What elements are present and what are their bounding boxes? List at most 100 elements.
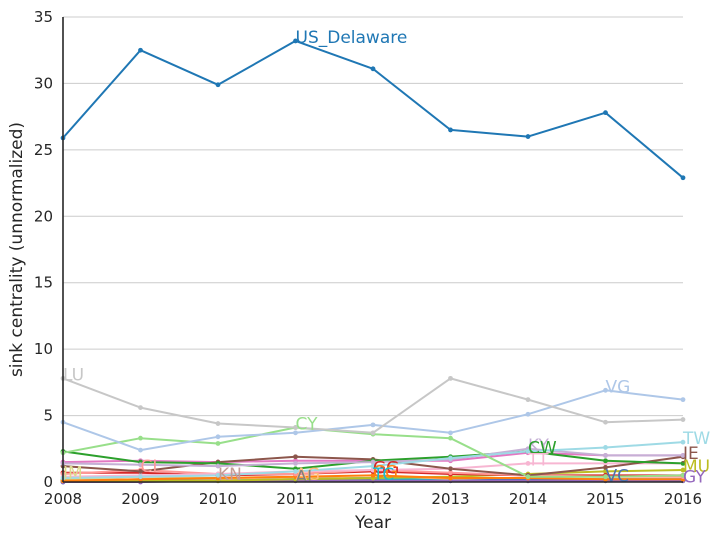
series-line-vg	[62, 389, 684, 452]
series-label-us-delaware: US_Delaware	[296, 28, 408, 48]
point-us-delaware-2015	[603, 110, 608, 116]
series-label-vg: VG	[606, 377, 631, 397]
point-lu-2013	[448, 375, 453, 381]
series-label-cg: CG	[373, 462, 398, 482]
tick-labels: 0 5 10 15 20 25 30 35 2008 2009 2010 2011 2012 2013 20…	[34, 8, 702, 508]
series-label-im: IM	[63, 464, 83, 484]
point-mu-2016	[680, 467, 686, 473]
x-tick-label-2009: 2009	[121, 490, 159, 508]
point-lu-2009	[138, 405, 143, 410]
y-tick-label-35: 35	[34, 8, 53, 26]
point-ci-2013	[448, 470, 453, 476]
y-tick-label-25: 25	[34, 141, 53, 159]
series-label-cw: CW	[528, 438, 557, 458]
series-label-ag: AG	[296, 465, 321, 485]
point-je-2015	[603, 464, 608, 470]
point-je-2013	[448, 466, 453, 472]
point-vg-2015	[603, 387, 608, 393]
y-tick-label-10: 10	[34, 340, 53, 358]
point-vg-2012	[370, 422, 376, 428]
point-us-delaware-2016	[680, 175, 686, 181]
x-tick-label-2016: 2016	[664, 490, 702, 508]
point-cw-2015	[603, 458, 608, 464]
point-ky-2015	[603, 453, 608, 458]
x-axis-title: Year	[354, 513, 391, 533]
series-label-ky: KY	[528, 436, 550, 456]
x-tick-label-2008: 2008	[44, 490, 82, 508]
point-tw-2009	[138, 474, 143, 480]
point-tw-2013	[448, 455, 453, 461]
point-ky-2009	[138, 462, 143, 468]
x-tick-label-2010: 2010	[199, 490, 237, 508]
point-ky-2016	[680, 453, 686, 458]
point-cy-2014	[525, 474, 531, 480]
point-tw-2012	[370, 463, 376, 469]
point-cy-2009	[138, 435, 143, 441]
y-tick-label-0: 0	[43, 473, 53, 491]
point-tt-2014	[525, 461, 531, 466]
x-tick-label-2014: 2014	[509, 490, 547, 508]
x-tick-label-2012: 2012	[354, 490, 392, 508]
series-label-mu: MU	[683, 457, 710, 477]
point-tw-2014	[525, 449, 531, 454]
point-tw-2015	[603, 445, 608, 450]
point-vg-2010	[215, 434, 221, 440]
point-lu-2015	[603, 419, 608, 425]
y-axis-title: sink centrality (unnormalized)	[7, 122, 27, 377]
point-tw-2016	[680, 439, 686, 445]
y-tick-label-30: 30	[34, 74, 53, 92]
point-cy-2013	[448, 435, 453, 441]
series-label-tt: TT	[527, 450, 549, 470]
series-label-lu: LU	[63, 365, 84, 385]
point-vg-2009	[138, 447, 143, 453]
x-tick-label-2013: 2013	[431, 490, 469, 508]
series-label-ai: AI	[296, 468, 313, 488]
point-lu-2011	[293, 425, 298, 430]
point-us-delaware-2013	[448, 127, 453, 133]
series-label-tw: TW	[682, 429, 710, 449]
point-lu-2010	[215, 421, 221, 426]
y-tick-label-5: 5	[43, 407, 53, 425]
point-us-delaware-2010	[215, 82, 221, 88]
series-label-gy: GY	[683, 468, 706, 488]
series-label-je: JE	[682, 444, 699, 464]
point-us-delaware-2011	[293, 38, 298, 44]
y-tick-label-20: 20	[34, 207, 53, 225]
point-cy-2016	[680, 472, 686, 478]
point-je-2009	[138, 468, 143, 474]
series-label-kn: KN	[218, 465, 242, 485]
point-cy-2015	[603, 474, 608, 480]
point-ky-2010	[215, 463, 221, 469]
point-us-delaware-2012	[370, 66, 376, 72]
point-cy-2010	[215, 441, 221, 446]
series-line-us-delaware	[62, 39, 684, 179]
point-cw-2016	[680, 461, 686, 466]
gridlines	[63, 16, 683, 483]
point-tw-2010	[215, 472, 221, 478]
axes	[62, 17, 683, 483]
point-vg-2014	[525, 411, 531, 417]
point-cg-2013	[448, 475, 453, 481]
point-ky-2011	[293, 461, 298, 466]
point-us-delaware-2014	[525, 134, 531, 139]
series-label-gg: GG	[373, 458, 399, 478]
point-us-delaware-2009	[138, 47, 143, 53]
series-label-tc: TC	[372, 465, 394, 485]
point-tt-2012	[370, 467, 376, 473]
point-lu-2016	[680, 417, 686, 422]
x-tick-label-2015: 2015	[586, 490, 624, 508]
point-vg-2011	[293, 430, 298, 436]
series-label-ci: CI	[141, 457, 158, 477]
y-tick-label-15: 15	[34, 274, 53, 292]
point-vg-2016	[680, 397, 686, 403]
point-lu-2012	[370, 430, 376, 436]
series-label-vc: VC	[606, 466, 630, 486]
series-label-cy: CY	[296, 415, 319, 435]
point-lu-2014	[525, 397, 531, 403]
point-cg-2012	[370, 472, 376, 478]
point-tw-2011	[293, 468, 298, 474]
point-mu-2015	[603, 468, 608, 474]
point-vg-2013	[448, 430, 453, 436]
